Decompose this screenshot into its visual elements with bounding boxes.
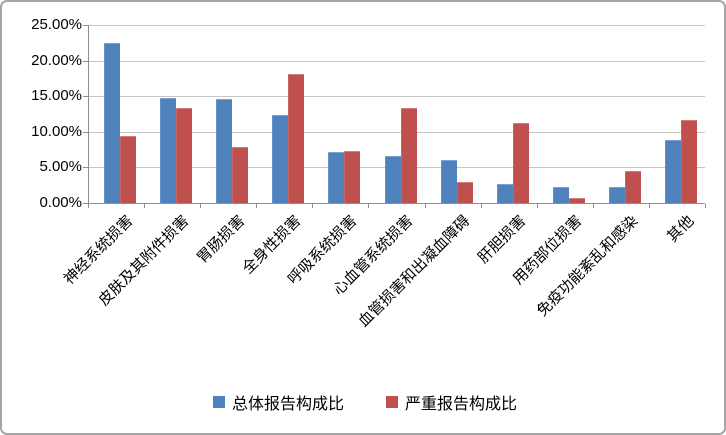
bar-severe: [624, 170, 641, 203]
x-axis-tick: [88, 204, 89, 208]
bar-total: [664, 139, 681, 203]
x-axis-tick: [144, 204, 146, 208]
bar-severe: [288, 74, 305, 203]
bar-total: [104, 42, 121, 203]
bar-severe: [400, 107, 417, 203]
bar-total: [552, 186, 569, 203]
bar-total: [328, 152, 345, 203]
bar-total: [160, 98, 177, 203]
gridline: [88, 96, 705, 98]
bar-total: [216, 99, 233, 203]
bar-total: [384, 156, 401, 203]
bar-total: [496, 184, 513, 203]
x-axis-tick: [480, 204, 482, 208]
y-axis-tick-label: 15.00%: [31, 87, 82, 105]
x-axis-line: [88, 203, 705, 204]
legend-swatch-icon: [212, 396, 225, 408]
bar-severe: [120, 136, 137, 203]
x-axis-tick: [536, 204, 538, 208]
y-axis-tick: [83, 131, 88, 133]
gridline: [88, 60, 705, 62]
bar-total: [440, 159, 457, 203]
y-axis-tick-label: 5.00%: [39, 158, 82, 176]
bar-severe: [176, 108, 193, 203]
y-axis-tick: [83, 25, 88, 26]
bar-severe: [680, 120, 697, 203]
y-axis-tick-label: 10.00%: [31, 122, 82, 140]
y-axis-tick-label: 25.00%: [31, 16, 82, 33]
x-axis-tick: [200, 204, 202, 208]
x-axis-tick: [312, 204, 314, 208]
bar-severe: [512, 123, 529, 203]
x-axis-tick: [424, 204, 426, 208]
y-axis-tick-label: 0.00%: [39, 194, 82, 211]
y-axis-tick: [83, 60, 88, 62]
x-axis-tick: [256, 204, 258, 208]
bar-severe: [568, 198, 585, 203]
legend-swatch-icon: [386, 396, 398, 408]
x-axis-tick: [705, 204, 706, 208]
legend-label: 总体报告构成比: [231, 396, 344, 413]
legend-item-total: 总体报告构成比: [212, 390, 344, 414]
bar-severe: [344, 151, 361, 203]
gridline: [88, 25, 705, 26]
gridline: [88, 131, 705, 133]
bar-total: [608, 187, 625, 203]
bar-total: [272, 114, 289, 203]
y-axis-tick: [83, 96, 88, 98]
bar-severe: [232, 147, 249, 203]
chart-legend: 总体报告构成比 严重报告构成比: [2, 390, 724, 414]
y-axis-tick-label: 20.00%: [31, 51, 82, 69]
x-axis-tick: [648, 204, 650, 208]
y-axis-line: [88, 25, 89, 204]
x-axis-tick: [368, 204, 370, 208]
x-axis-tick: [592, 204, 594, 208]
y-axis-tick: [83, 167, 88, 169]
legend-item-severe: 严重报告构成比: [386, 390, 517, 414]
y-axis-tick: [83, 203, 88, 204]
bar-severe: [456, 181, 473, 203]
legend-label: 严重报告构成比: [405, 396, 518, 413]
